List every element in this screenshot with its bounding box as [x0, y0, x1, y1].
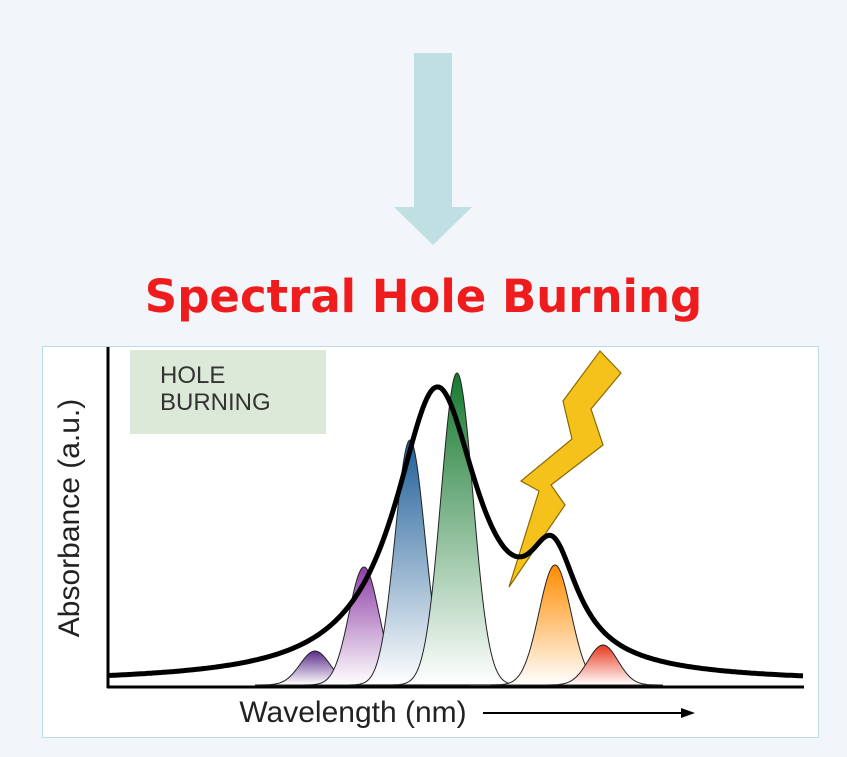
label-line-2: BURNING: [160, 389, 271, 416]
down-arrow-icon: [394, 53, 472, 245]
page-title: Spectral Hole Burning: [144, 270, 703, 323]
y-axis-label: Absorbance (a.u.): [53, 398, 86, 638]
peak-green: [393, 372, 521, 686]
wavelength-arrow-head: [681, 708, 695, 718]
hole-burning-figure: HOLE BURNING Absorbance (a.u.) Wavelengt…: [42, 346, 819, 738]
peak-red: [543, 644, 663, 686]
x-axis-label: Wavelength (nm): [239, 696, 467, 729]
label-line-1: HOLE: [160, 362, 226, 389]
hole-burning-label: HOLE BURNING: [130, 350, 326, 434]
absorption-envelope: [109, 384, 804, 679]
